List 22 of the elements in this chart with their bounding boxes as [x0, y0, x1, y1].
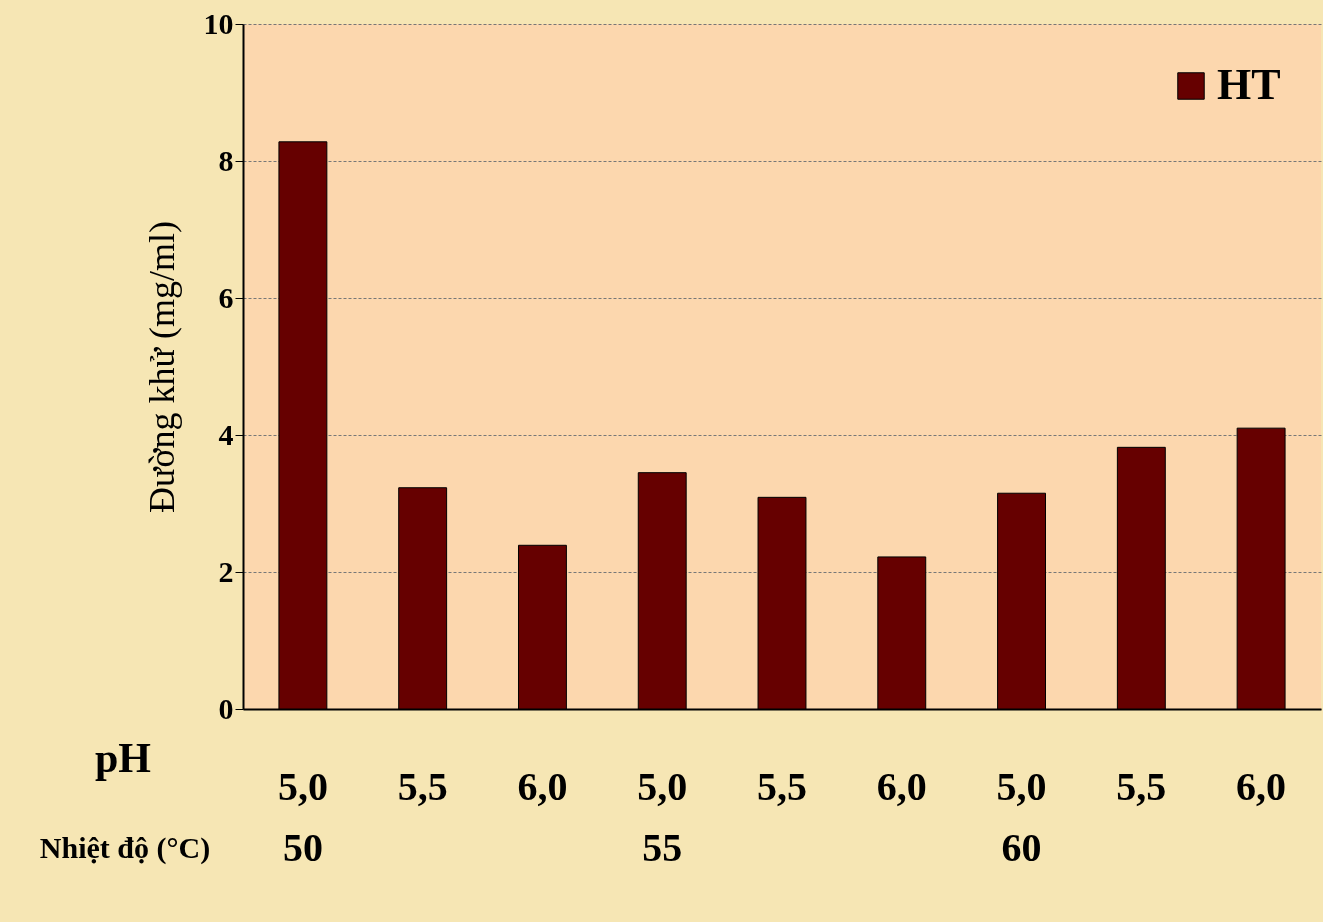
- x-tick-label: 5,0: [277, 763, 328, 809]
- y-tick-label: 4: [218, 417, 234, 451]
- x-tick-label: 5,0: [996, 763, 1047, 809]
- y-tick-label: 2: [218, 554, 234, 588]
- y-tick-label: 6: [218, 280, 234, 314]
- y-tick-label: 10: [203, 6, 234, 40]
- x-tick-label: 5,5: [757, 763, 807, 809]
- y-tick-label: 0: [218, 691, 234, 725]
- x-tick-label: 5,0: [637, 763, 688, 809]
- y-tick-label: 8: [218, 143, 234, 177]
- x-tick-label: 5,5: [397, 763, 448, 809]
- x-tick-label: 6,0: [876, 763, 927, 809]
- text: Nhiệt độ (°C): [39, 831, 211, 865]
- legend-label: HT: [1217, 60, 1281, 109]
- text: 50: [282, 825, 323, 870]
- x-tick-label: 6,0: [517, 763, 568, 809]
- text: 55: [642, 825, 683, 870]
- text: pH: [94, 735, 152, 781]
- x-tick-label: 5,5: [1116, 763, 1167, 809]
- text: 60: [1001, 825, 1042, 870]
- y-axis-title: Đường khử (mg/ml): [141, 220, 182, 514]
- x-tick-label: 6,0: [1236, 763, 1287, 809]
